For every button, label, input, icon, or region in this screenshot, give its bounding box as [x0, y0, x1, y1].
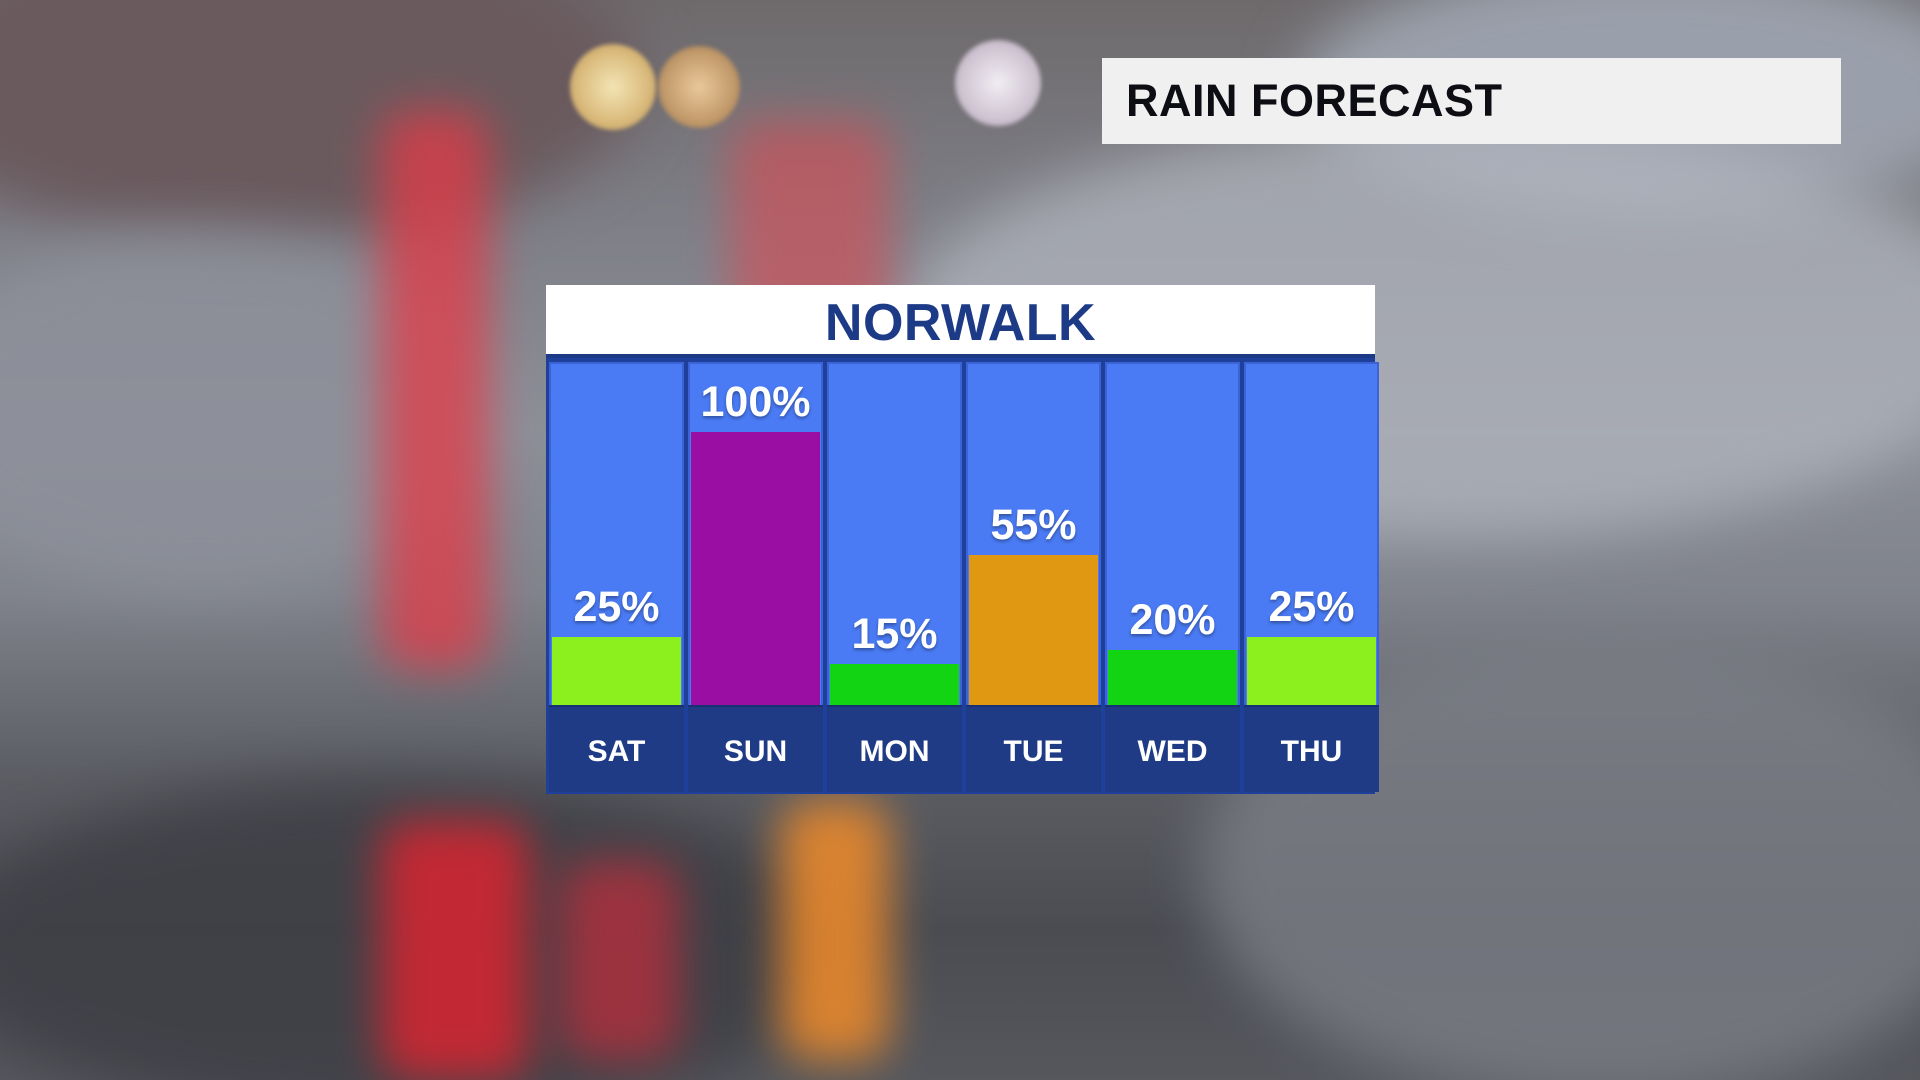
day-column-tue: 55% TUE	[966, 362, 1101, 792]
day-column-sat: 25% SAT	[549, 362, 684, 792]
day-label-sat: SAT	[587, 735, 646, 768]
rain-percent-thu: 25%	[1268, 583, 1355, 631]
rain-bar-tue	[969, 555, 1098, 705]
day-label-box-sun: SUN	[688, 705, 823, 792]
chart-title-bar: NORWALK	[546, 285, 1375, 358]
day-label-box-wed: WED	[1105, 705, 1240, 792]
rain-percent-wed: 20%	[1129, 596, 1216, 644]
day-label-tue: TUE	[1003, 735, 1064, 768]
day-column-wed: 20% WED	[1105, 362, 1240, 792]
rain-forecast-title: RAIN FORECAST	[1126, 75, 1503, 126]
chart-plot-area: 25% SAT 100% SUN 15% MON 55% TUE 20% WED 25% THU	[546, 358, 1379, 794]
rain-chance-chart: NORWALK 25% SAT 100% SUN 15% MON 55% TUE 20% WED 2…	[546, 285, 1379, 794]
rain-bar-sun	[691, 432, 820, 705]
rain-forecast-header: RAIN FORECAST	[1102, 58, 1841, 144]
rain-bar-thu	[1247, 637, 1376, 705]
day-column-mon: 15% MON	[827, 362, 962, 792]
day-label-box-mon: MON	[827, 705, 962, 792]
day-label-thu: THU	[1280, 735, 1343, 768]
rain-percent-tue: 55%	[990, 501, 1077, 549]
rain-bar-wed	[1108, 650, 1237, 705]
day-label-mon: MON	[859, 735, 930, 768]
day-label-wed: WED	[1137, 735, 1208, 768]
day-column-sun: 100% SUN	[688, 362, 823, 792]
rain-bar-mon	[830, 664, 959, 705]
day-label-sun: SUN	[723, 735, 788, 768]
day-label-box-tue: TUE	[966, 705, 1101, 792]
rain-percent-sat: 25%	[573, 583, 660, 631]
rain-percent-mon: 15%	[851, 610, 938, 658]
day-label-box-thu: THU	[1244, 705, 1379, 792]
rain-bar-sat	[552, 637, 681, 705]
chart-location-title: NORWALK	[824, 294, 1097, 352]
day-column-thu: 25% THU	[1244, 362, 1379, 792]
rain-percent-sun: 100%	[700, 378, 811, 426]
day-label-box-sat: SAT	[549, 705, 684, 792]
